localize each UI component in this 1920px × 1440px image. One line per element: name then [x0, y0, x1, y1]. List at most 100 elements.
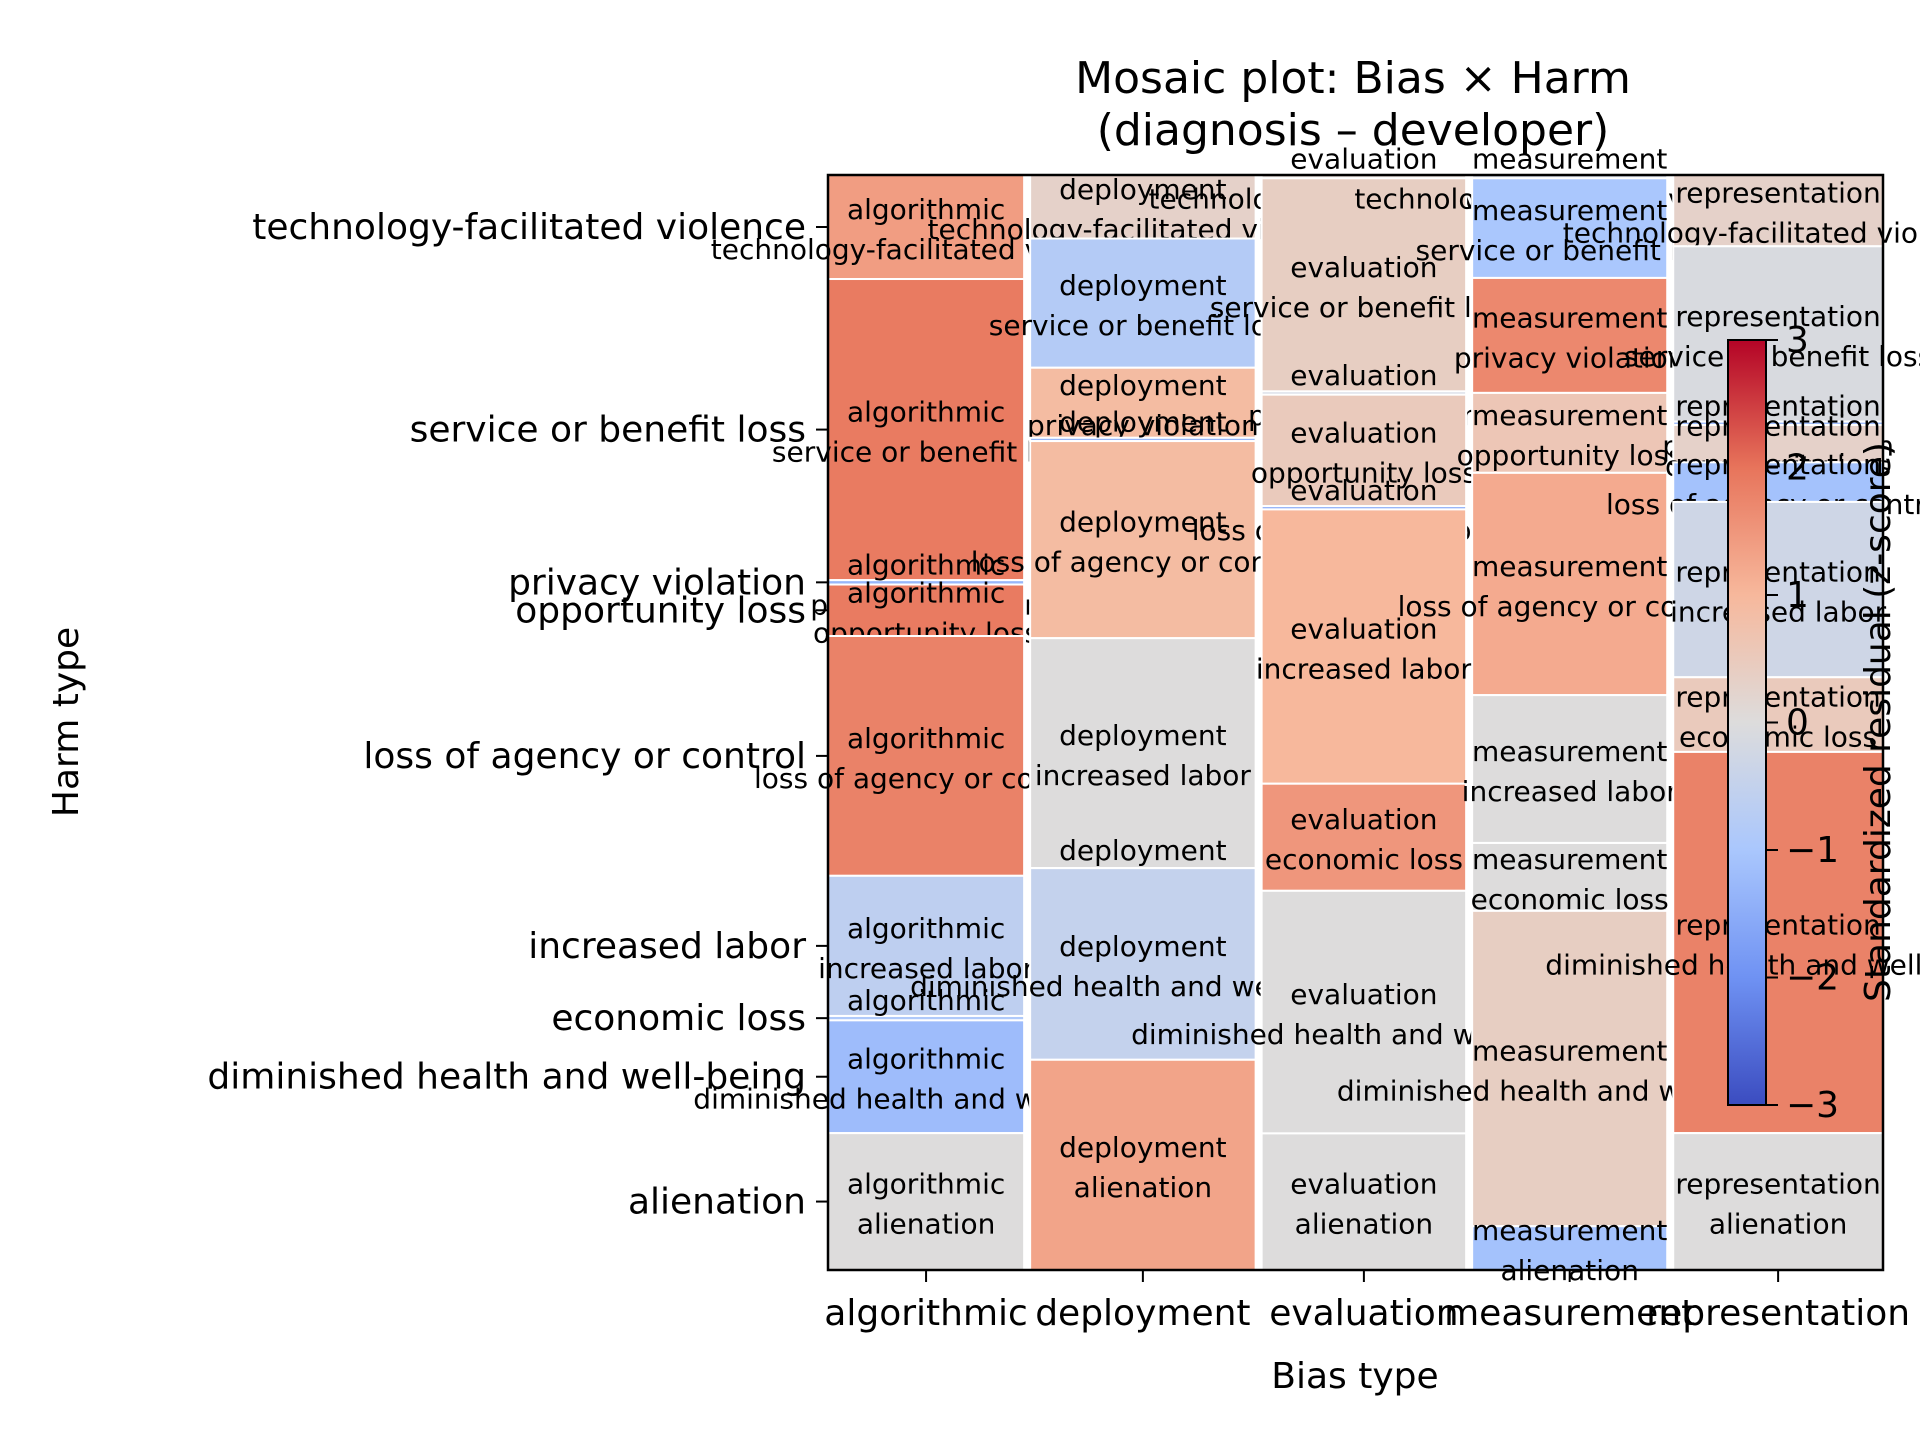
- cell-bias-label: measurement: [1472, 301, 1667, 334]
- mosaic-cell-4-0: [1672, 174, 1884, 248]
- cell-harm-label: service or benefit loss: [772, 436, 1080, 469]
- colorbar-label: Standardized residual (z-score): [1858, 442, 1899, 1002]
- x-tick-label: evaluation: [1269, 1293, 1458, 1334]
- cell-bias-label: representation: [1675, 410, 1880, 443]
- cell-harm-label: opportunity loss: [1457, 439, 1683, 472]
- cell-harm-label: economic loss: [1265, 843, 1463, 876]
- x-axis-ticks: algorithmic deployment evaluationmeasureme…: [824, 1270, 1910, 1334]
- y-tick-label: diminished health and well-being: [207, 1057, 806, 1098]
- chart-title: Mosaic plot: Bias × Harm (diagnosis – de…: [1075, 53, 1631, 156]
- cell-bias-label: algorithmic: [847, 193, 1005, 226]
- mosaic-cell-0-7: [827, 1019, 1026, 1135]
- mosaic-cell-0-3: [827, 583, 1026, 638]
- mosaic-cell-4-8: [1672, 1132, 1884, 1272]
- mosaic-cell-3-5: [1471, 694, 1669, 844]
- cell-bias-label: representation: [1675, 177, 1880, 210]
- cell-bias-label: algorithmic: [847, 1043, 1005, 1076]
- cell-bias-label: measurement: [1472, 194, 1667, 227]
- mosaic-cell-3-7: [1471, 909, 1669, 1228]
- mosaic-cell-4-6: [1672, 676, 1884, 753]
- cell-bias-label: algorithmic: [847, 396, 1005, 429]
- cell-bias-label: evaluation: [1290, 978, 1437, 1011]
- mosaic-cell-3-1: [1471, 177, 1669, 279]
- cell-bias-label: evaluation: [1290, 143, 1437, 176]
- cell-harm-label: economic loss: [1679, 721, 1877, 754]
- cell-bias-label: evaluation: [1290, 1168, 1437, 1201]
- cell-bias-label: evaluation: [1290, 359, 1437, 392]
- cell-bias-label: deployment: [1059, 369, 1227, 402]
- mosaic-cell-1-2: [1029, 366, 1257, 439]
- colorbar-tick-label: 3: [1786, 320, 1809, 361]
- cell-harm-label: loss of agency or control: [971, 546, 1315, 579]
- cell-bias-label: algorithmic: [847, 576, 1005, 609]
- cell-harm-label: increased labor: [1462, 775, 1679, 808]
- cell-harm-label: alienation: [1295, 1208, 1433, 1241]
- cell-bias-label: evaluation: [1290, 613, 1437, 646]
- cell-harm-label: increased labor: [1035, 759, 1252, 792]
- y-tick-label: increased labor: [528, 926, 806, 967]
- chart-title-line-2: (diagnosis – developer): [1097, 105, 1610, 156]
- mosaic-cell-1-7: [1029, 867, 1257, 1061]
- mosaic-cell-4-4: [1672, 461, 1884, 503]
- cell-harm-label: opportunity loss: [1251, 456, 1477, 489]
- cell-bias-label: deployment: [1059, 405, 1227, 438]
- mosaic-cell-2-6: [1260, 782, 1468, 892]
- mosaic-cell-1-5: [1029, 637, 1257, 870]
- mosaic-cell-4-7: [1672, 750, 1884, 1135]
- y-tick-label: privacy violation: [508, 562, 806, 603]
- cell-bias-label: deployment: [1059, 1131, 1227, 1164]
- y-tick-label: alienation: [628, 1182, 806, 1223]
- mosaic-cell-0-5: [827, 874, 1026, 1017]
- cell-harm-label: service or benefit loss: [1210, 291, 1518, 324]
- mosaic-cell-2-1: [1260, 177, 1468, 393]
- colorbar-tick-label: 1: [1786, 575, 1809, 616]
- mosaic-cell-4-5: [1672, 500, 1884, 679]
- cell-bias-label: representation: [1675, 389, 1880, 422]
- cell-bias-label: algorithmic: [847, 1168, 1005, 1201]
- mosaic-cell-3-4: [1471, 471, 1669, 697]
- cell-bias-label: measurement: [1472, 399, 1667, 432]
- cell-harm-label: alienation: [1709, 1208, 1847, 1241]
- cell-harm-label: increased labor: [1670, 596, 1887, 629]
- mosaic-cell-0-0: [827, 174, 1026, 281]
- cell-bias-label: representation: [1675, 681, 1880, 714]
- cell-bias-label: measurement: [1472, 1214, 1667, 1247]
- cell-bias-label: representation: [1675, 556, 1880, 589]
- mosaic-cell-3-6: [1471, 841, 1669, 912]
- cell-harm-label: service or benefit loss: [989, 309, 1297, 342]
- mosaic-cell-3-8: [1471, 1225, 1669, 1271]
- plot-frame: [826, 173, 1885, 1272]
- x-tick-label: algorithmic: [824, 1293, 1028, 1334]
- colorbar-tick-label: −3: [1786, 1085, 1839, 1126]
- mosaic-cell-0-8: [827, 1132, 1026, 1272]
- cell-harm-label: alienation: [1074, 1171, 1212, 1204]
- cell-bias-label: representation: [1675, 1168, 1880, 1201]
- mosaic-cell-3-3: [1471, 391, 1669, 474]
- cell-bias-label: evaluation: [1290, 803, 1437, 836]
- x-tick-label: deployment: [1035, 1293, 1250, 1334]
- cell-bias-label: evaluation: [1290, 474, 1437, 507]
- cell-bias-label: deployment: [1059, 269, 1227, 302]
- cell-bias-label: measurement: [1472, 735, 1667, 768]
- cell-bias-label: representation: [1675, 909, 1880, 942]
- mosaic-cells: algorithmic technology-facilitated violen…: [693, 143, 1920, 1287]
- cell-harm-label: technology-facilitated violence: [1563, 217, 1920, 250]
- cell-bias-label: algorithmic: [847, 912, 1005, 945]
- y-tick-label: service or benefit loss: [410, 410, 806, 451]
- cell-bias-label: deployment: [1059, 506, 1227, 539]
- x-axis-label: Bias type: [1271, 1356, 1438, 1397]
- cell-bias-label: measurement: [1472, 550, 1667, 583]
- cell-bias-label: evaluation: [1290, 416, 1437, 449]
- mosaic-cell-4-3: [1672, 423, 1884, 464]
- cell-bias-label: deployment: [1059, 930, 1227, 963]
- mosaic-cell-2-5: [1260, 508, 1468, 785]
- cell-bias-label: representation: [1675, 448, 1880, 481]
- colorbar-gradient: [1727, 339, 1767, 1106]
- x-tick-label: representation: [1646, 1293, 1910, 1334]
- mosaic-cell-3-2: [1471, 276, 1669, 394]
- mosaic-cell-2-7: [1260, 889, 1468, 1135]
- mosaic-cell-2-3: [1260, 393, 1468, 508]
- colorbar: 3 2 1 0 −1 −2 −3 Standardized residual (z-scor…: [1727, 320, 1899, 1126]
- cell-bias-label: representation: [1675, 300, 1880, 333]
